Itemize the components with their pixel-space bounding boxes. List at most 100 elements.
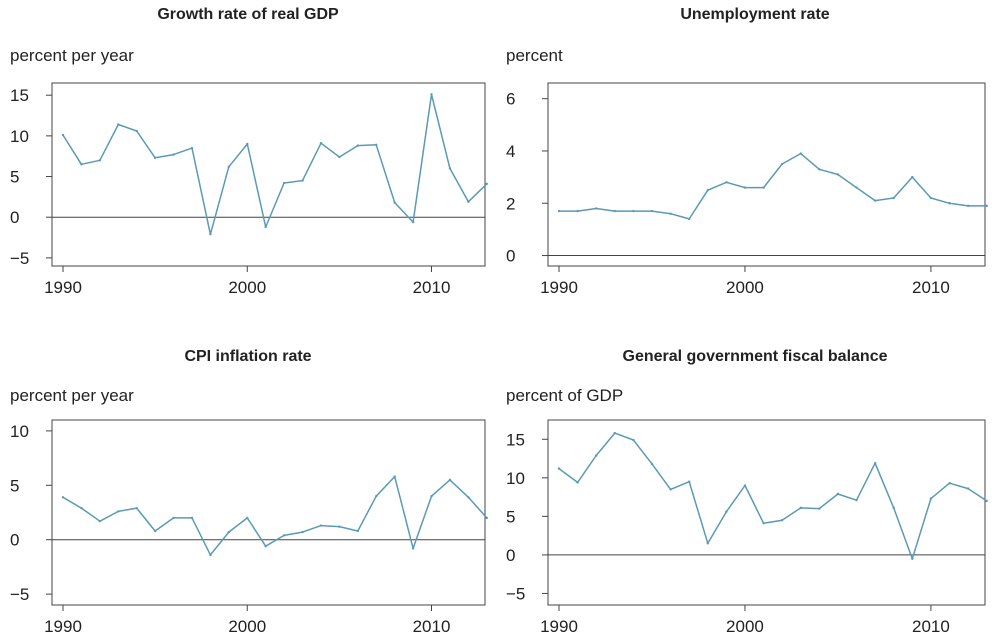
data-point bbox=[485, 516, 488, 520]
data-point bbox=[356, 529, 360, 533]
plot-frame bbox=[547, 419, 986, 606]
data-point bbox=[911, 557, 914, 560]
y-tick-label: −5 bbox=[10, 585, 29, 604]
data-point bbox=[80, 163, 83, 166]
data-point bbox=[929, 497, 933, 500]
plot-frame bbox=[547, 82, 986, 267]
data-point bbox=[209, 233, 212, 236]
chart-title: Growth rate of real GDP bbox=[157, 6, 339, 23]
data-point bbox=[966, 487, 970, 490]
data-point bbox=[338, 155, 341, 159]
data-point bbox=[687, 217, 691, 221]
data-point bbox=[264, 545, 267, 548]
data-point bbox=[985, 204, 988, 208]
data-point bbox=[153, 156, 157, 160]
chart-title: CPI inflation rate bbox=[184, 348, 312, 365]
data-point bbox=[818, 507, 821, 510]
x-tick-label: 2010 bbox=[413, 617, 451, 636]
data-point bbox=[172, 153, 175, 156]
chart-panel-fiscal-balance: General government fiscal balance percen… bbox=[496, 322, 992, 644]
data-point bbox=[818, 168, 821, 171]
chart-plot: 10 5 0 −5 1990 2000 2010 bbox=[10, 419, 488, 636]
data-point bbox=[855, 186, 858, 189]
data-point bbox=[301, 179, 304, 182]
data-point bbox=[594, 454, 598, 457]
data-point bbox=[725, 510, 728, 513]
data-point bbox=[836, 173, 840, 176]
data-point bbox=[153, 529, 157, 533]
data-point bbox=[669, 212, 672, 215]
data-point bbox=[650, 209, 654, 213]
chart-panel-cpi-inflation: CPI inflation rate percent per year 10 5 0… bbox=[0, 322, 496, 644]
y-tick-label: 0 bbox=[506, 546, 515, 565]
data-point bbox=[706, 542, 709, 545]
y-axis-unit-label: percent bbox=[506, 46, 563, 65]
y-tick-label: 2 bbox=[506, 194, 515, 213]
data-point bbox=[855, 498, 858, 502]
data-point bbox=[411, 547, 415, 550]
data-point bbox=[576, 209, 579, 213]
data-point bbox=[117, 510, 120, 513]
data-point bbox=[80, 506, 83, 510]
x-tick-label: 2010 bbox=[413, 278, 451, 297]
data-point bbox=[966, 204, 970, 208]
data-point bbox=[61, 496, 65, 499]
chart-plot: 15 10 5 0 −5 1990 2000 2010 bbox=[10, 82, 488, 297]
data-point bbox=[61, 133, 65, 137]
data-point bbox=[632, 438, 635, 442]
x-tick-label: 1990 bbox=[44, 617, 82, 636]
data-point bbox=[948, 202, 951, 205]
data-point bbox=[467, 496, 470, 499]
y-tick-label: 10 bbox=[10, 127, 29, 146]
y-tick-label: 10 bbox=[10, 422, 29, 441]
data-point bbox=[873, 461, 877, 465]
data-point bbox=[393, 201, 396, 204]
data-point bbox=[725, 181, 728, 184]
data-point bbox=[190, 146, 194, 150]
data-point bbox=[246, 516, 249, 520]
y-tick-label: 0 bbox=[10, 208, 19, 227]
x-tick-label: 2000 bbox=[726, 617, 764, 636]
data-point bbox=[929, 196, 933, 200]
data-point bbox=[650, 462, 654, 466]
x-tick-label: 1990 bbox=[540, 617, 578, 636]
y-tick-label: 5 bbox=[10, 168, 19, 187]
x-tick-label: 2010 bbox=[912, 617, 950, 636]
data-point bbox=[836, 492, 840, 496]
series-line bbox=[62, 93, 488, 236]
x-tick-label: 2000 bbox=[228, 617, 266, 636]
data-point bbox=[799, 152, 802, 155]
y-tick-label: −5 bbox=[506, 584, 525, 603]
data-point bbox=[762, 522, 765, 525]
data-point bbox=[393, 475, 396, 478]
data-point bbox=[375, 494, 378, 498]
data-point bbox=[282, 534, 286, 537]
data-point bbox=[948, 482, 951, 485]
data-point bbox=[301, 530, 304, 534]
data-point bbox=[246, 142, 249, 146]
x-tick-label: 2000 bbox=[228, 278, 266, 297]
data-point bbox=[632, 209, 635, 213]
y-tick-label: 6 bbox=[506, 90, 515, 109]
data-point bbox=[356, 144, 360, 147]
data-point bbox=[411, 220, 415, 224]
y-tick-label: 4 bbox=[506, 142, 515, 161]
data-point bbox=[985, 499, 988, 503]
data-point bbox=[98, 159, 102, 162]
x-tick-label: 1990 bbox=[44, 278, 82, 297]
chart-title: Unemployment rate bbox=[680, 6, 830, 23]
y-tick-label: 5 bbox=[506, 507, 515, 526]
data-point bbox=[264, 225, 267, 229]
data-point bbox=[576, 481, 579, 484]
series-line bbox=[558, 432, 988, 560]
x-tick-label: 2000 bbox=[726, 278, 764, 297]
data-point bbox=[227, 165, 231, 168]
y-tick-label: 15 bbox=[10, 86, 29, 105]
data-point bbox=[319, 524, 323, 527]
data-point bbox=[557, 209, 561, 213]
data-point bbox=[172, 516, 175, 520]
data-point bbox=[780, 519, 784, 522]
data-point bbox=[613, 431, 616, 435]
x-tick-label: 2010 bbox=[912, 278, 950, 297]
y-axis-unit-label: percent per year bbox=[10, 46, 134, 65]
